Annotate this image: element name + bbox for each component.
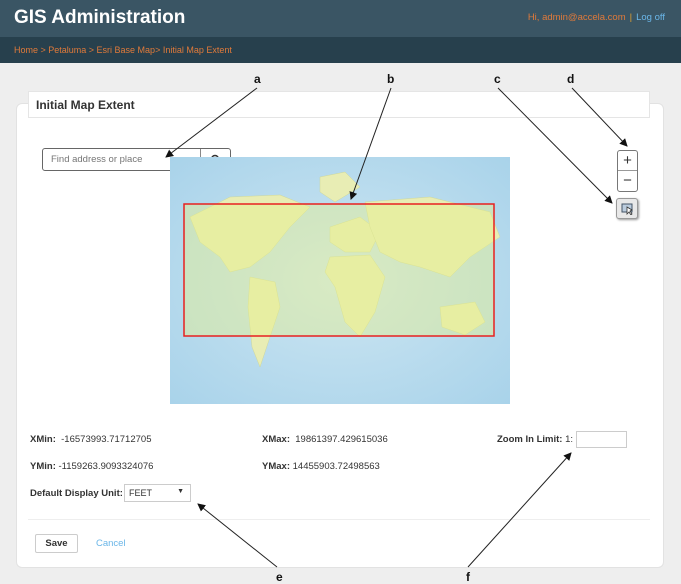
world-map[interactable]: [170, 157, 510, 404]
cancel-link[interactable]: Cancel: [96, 538, 126, 549]
zoom-control: + −: [617, 150, 638, 192]
user-greeting: Hi, admin@accela.com: [527, 12, 626, 23]
callout-label-b: b: [387, 72, 395, 86]
user-info: Hi, admin@accela.com | Log off: [528, 12, 665, 23]
zoom-limit-label: Zoom In Limit:: [497, 434, 563, 445]
zoom-limit-field: Zoom In Limit: 1:: [497, 434, 573, 445]
callout-label-f: f: [466, 570, 470, 584]
select-extent-icon: [621, 203, 633, 215]
save-button[interactable]: Save: [35, 534, 78, 553]
unit-select[interactable]: FEET ▼: [124, 484, 191, 502]
ymax-value: 14455903.72498563: [292, 461, 380, 472]
unit-field: Default Display Unit:: [30, 488, 123, 499]
ymax-label: YMax:: [262, 461, 290, 472]
zoom-out-button[interactable]: −: [623, 172, 632, 189]
ymax-field: YMax: 14455903.72498563: [262, 461, 380, 472]
xmax-field: XMax: 19861397.429615036: [262, 434, 388, 445]
divider: [28, 519, 650, 520]
zoom-limit-input[interactable]: [576, 431, 627, 448]
unit-label: Default Display Unit:: [30, 488, 123, 499]
app-header: GIS Administration Hi, admin@accela.com |…: [0, 0, 681, 37]
breadcrumb[interactable]: Home > Petaluma > Esri Base Map> Initial…: [0, 37, 681, 63]
zoom-in-button[interactable]: +: [618, 151, 637, 171]
ymin-label: YMin:: [30, 461, 56, 472]
xmax-label: XMax:: [262, 434, 290, 445]
xmax-value: 19861397.429615036: [295, 434, 388, 445]
xmin-field: XMin: -16573993.71712705: [30, 434, 151, 445]
callout-label-d: d: [567, 72, 575, 86]
ymin-value: -1159263.9093324076: [58, 461, 154, 472]
ymin-field: YMin: -1159263.9093324076: [30, 461, 153, 472]
app-title: GIS Administration: [14, 7, 186, 28]
chevron-down-icon: ▼: [177, 488, 184, 495]
panel-title: Initial Map Extent: [28, 91, 650, 118]
search-input[interactable]: [43, 149, 198, 170]
set-extent-button[interactable]: [616, 198, 638, 219]
xmin-value: -16573993.71712705: [61, 434, 152, 445]
logoff-link[interactable]: Log off: [636, 12, 665, 23]
xmin-label: XMin:: [30, 434, 56, 445]
zoom-limit-prefix: 1:: [565, 434, 574, 445]
separator: |: [629, 12, 633, 23]
initial-extent-rectangle: [183, 203, 495, 337]
callout-label-a: a: [254, 72, 261, 86]
callout-label-c: c: [494, 72, 501, 86]
callout-label-e: e: [276, 570, 283, 584]
unit-value: FEET: [129, 488, 153, 498]
